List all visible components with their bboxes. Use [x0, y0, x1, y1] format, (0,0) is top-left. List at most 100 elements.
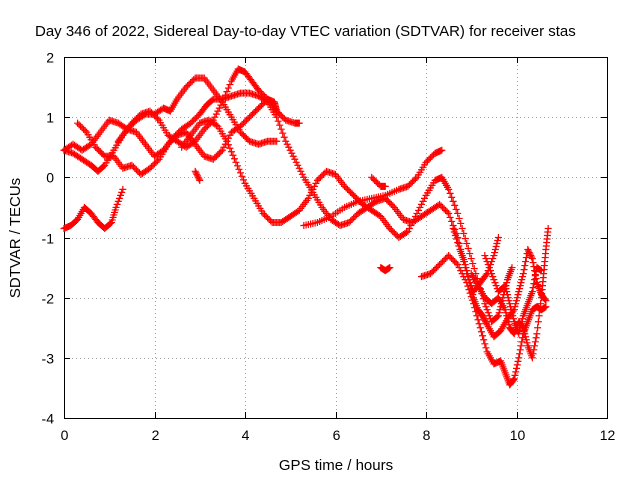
- data-point: [319, 170, 327, 178]
- data-point: [453, 235, 461, 243]
- data-point: [118, 188, 126, 196]
- data-point: [243, 134, 251, 142]
- series-arc-g: [191, 167, 204, 184]
- data-point: [482, 271, 490, 279]
- data-point: [518, 276, 526, 284]
- data-point: [285, 143, 293, 151]
- data-marks: [60, 65, 552, 389]
- data-point: [431, 265, 439, 273]
- data-point: [92, 143, 100, 151]
- data-point: [236, 128, 244, 136]
- data-point: [95, 146, 103, 154]
- data-point: [516, 282, 524, 290]
- data-point: [265, 215, 273, 223]
- data-point: [416, 203, 424, 211]
- data-point: [294, 207, 302, 215]
- data-point: [283, 140, 291, 148]
- data-point: [519, 273, 527, 281]
- data-point: [244, 115, 252, 123]
- data-point: [536, 306, 544, 314]
- y-tick-label: -1: [42, 231, 55, 247]
- data-point: [126, 122, 134, 130]
- data-point: [437, 202, 445, 210]
- data-point: [531, 338, 539, 346]
- data-point: [123, 125, 131, 133]
- data-point: [96, 148, 104, 156]
- data-point: [389, 202, 397, 210]
- data-point: [193, 170, 201, 178]
- data-point: [298, 170, 306, 178]
- data-point: [229, 151, 237, 159]
- y-tick-label: 1: [46, 110, 54, 126]
- data-point: [528, 288, 536, 296]
- data-point: [513, 364, 520, 372]
- data-point: [479, 313, 487, 321]
- data-point: [482, 303, 490, 311]
- data-point: [154, 157, 162, 165]
- data-point: [466, 250, 474, 258]
- data-point: [209, 155, 217, 163]
- data-point: [259, 100, 267, 108]
- series-arc-j: [377, 264, 394, 275]
- data-point: [375, 211, 383, 219]
- data-point: [525, 247, 533, 255]
- data-point: [78, 124, 86, 132]
- data-point: [479, 332, 487, 340]
- data-point: [238, 130, 246, 138]
- data-point: [502, 285, 510, 293]
- data-point: [273, 107, 281, 115]
- y-axis-label: SDTVAR / TECUs: [7, 178, 24, 298]
- data-point: [202, 124, 210, 132]
- data-point: [279, 113, 287, 121]
- data-point: [455, 214, 463, 222]
- data-point: [449, 197, 457, 205]
- data-point: [419, 197, 427, 205]
- data-point: [503, 288, 511, 296]
- data-point: [211, 113, 219, 121]
- x-tick-label: 0: [61, 427, 69, 443]
- series-arc-h: [300, 146, 446, 229]
- data-point: [460, 229, 468, 237]
- data-point: [114, 197, 122, 205]
- data-point: [433, 264, 441, 272]
- y-tick-label: -3: [42, 351, 55, 367]
- data-point: [535, 312, 543, 320]
- data-point: [446, 253, 454, 261]
- data-point: [351, 212, 359, 220]
- data-point: [190, 116, 198, 124]
- data-point: [483, 258, 491, 266]
- data-point: [469, 291, 477, 299]
- data-point: [307, 188, 315, 196]
- data-point: [381, 182, 389, 190]
- x-tick-label: 8: [423, 427, 431, 443]
- data-point: [250, 109, 258, 117]
- data-point: [233, 162, 241, 170]
- data-point: [215, 149, 223, 157]
- series-arc-e: [114, 74, 281, 148]
- data-point: [106, 219, 114, 227]
- data-point: [277, 125, 285, 133]
- data-point: [440, 256, 448, 264]
- data-point: [531, 276, 539, 284]
- data-point: [482, 255, 490, 263]
- data-point: [428, 268, 436, 276]
- series-arc-f: [178, 116, 516, 326]
- data-point: [313, 176, 321, 184]
- data-point: [501, 306, 509, 314]
- data-point: [442, 206, 450, 214]
- data-point: [128, 161, 136, 169]
- data-point: [389, 227, 397, 235]
- data-point: [243, 116, 251, 124]
- data-point: [530, 346, 538, 354]
- data-point: [383, 196, 391, 204]
- data-point: [191, 115, 199, 123]
- data-point: [372, 178, 380, 186]
- x-tick-label: 12: [600, 427, 616, 443]
- data-point: [249, 110, 257, 118]
- data-point: [494, 237, 502, 245]
- data-point: [529, 259, 537, 267]
- series-arc-a: [60, 185, 127, 232]
- data-point: [405, 181, 413, 189]
- data-point: [315, 175, 323, 183]
